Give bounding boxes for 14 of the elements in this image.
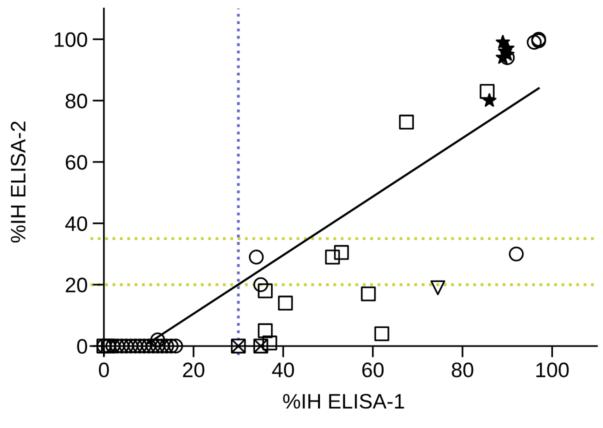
y-tick-label: 100 bbox=[54, 32, 88, 47]
y-tick-label: 80 bbox=[66, 94, 88, 108]
y-tick-label: 60 bbox=[66, 154, 88, 170]
x-tick-label: 80 bbox=[452, 362, 474, 378]
x-tick-label: 100 bbox=[536, 362, 569, 378]
y-axis-title: %IH ELISA-2 bbox=[10, 122, 26, 243]
x-tick-label: 40 bbox=[272, 362, 294, 378]
y-tick-label: 20 bbox=[66, 278, 88, 292]
x-tick-label: 60 bbox=[362, 362, 384, 378]
y-tick-label: 40 bbox=[65, 216, 88, 232]
x-tick-label: 20 bbox=[183, 362, 204, 378]
y-tick-label: 0 bbox=[77, 339, 88, 354]
x-axis-title: %IH ELISA-1 bbox=[283, 394, 404, 409]
x-tick-label: 0 bbox=[98, 362, 109, 378]
